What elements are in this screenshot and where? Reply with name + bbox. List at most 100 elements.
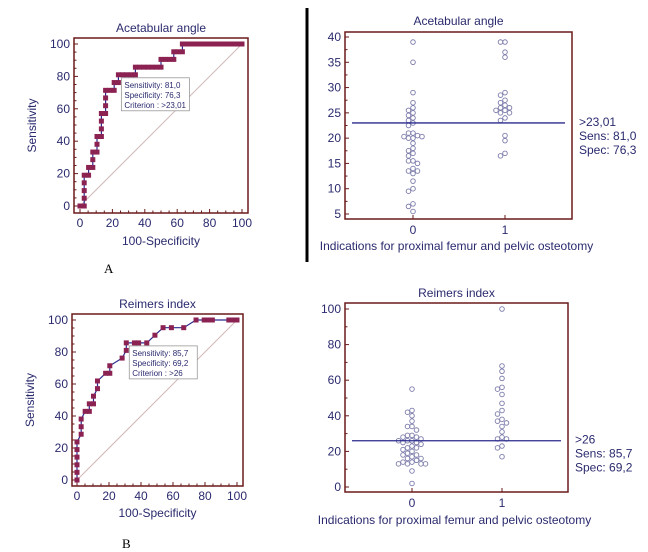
data-point-group-0 (400, 446, 406, 453)
roc-point (86, 172, 92, 178)
roc-point (196, 41, 202, 47)
y-axis-label: Sensitivity (23, 373, 37, 427)
data-point-group-1 (499, 423, 505, 430)
chart-title: Reimers index (418, 286, 495, 300)
y-tick-label: 80 (57, 69, 71, 83)
y-tick-label: 40 (328, 30, 342, 44)
roc-point (154, 64, 160, 70)
roc-point (86, 164, 92, 170)
data-point-group-0 (405, 148, 412, 154)
y-tick-label: 20 (55, 441, 69, 455)
data-point-group-1 (502, 137, 508, 144)
roc-point (128, 72, 134, 78)
roc-point (234, 317, 240, 323)
data-point-group-0 (410, 150, 416, 157)
data-point-group-0 (404, 450, 411, 456)
chart-title: Reimers index (119, 297, 196, 311)
y-tick-label: 40 (57, 134, 71, 148)
data-point-group-0 (404, 445, 411, 451)
data-point-group-0 (405, 203, 412, 210)
roc-point (74, 447, 80, 453)
data-point-group-0 (405, 135, 412, 141)
data-point-group-1 (506, 105, 513, 111)
annotation-box (128, 345, 198, 380)
dot-plot-acetabular: Acetabular angle 5 10 15 20 25 30 35 40 0 1 Indicat… (320, 14, 637, 253)
roc-point (213, 41, 219, 47)
data-point-group-0 (413, 445, 420, 451)
roc-point (74, 439, 80, 445)
roc-point (94, 141, 100, 147)
data-point-group-1 (499, 391, 505, 398)
data-point-group-0 (410, 105, 416, 111)
roc-point (167, 56, 173, 62)
data-point-group-0 (409, 386, 415, 392)
data-point-group-0 (413, 427, 420, 433)
roc-point (115, 72, 121, 78)
data-point-group-0 (410, 89, 416, 96)
data-point-group-0 (401, 133, 407, 140)
y-tick-label: 10 (328, 182, 342, 196)
y-tick-label: 80 (328, 338, 342, 352)
y-tick-label: 100 (321, 302, 341, 316)
y-tick-label: 60 (55, 377, 69, 391)
roc-point (235, 41, 241, 47)
x-tick-label: 1 (502, 223, 509, 237)
data-point-group-1 (493, 107, 499, 114)
data-point-group-1 (502, 89, 508, 96)
y-tick-label: 35 (328, 55, 342, 69)
roc-point (171, 49, 177, 55)
data-point-group-0 (413, 452, 420, 458)
roc-point (136, 340, 142, 346)
roc-point (158, 64, 164, 70)
roc-point (230, 317, 236, 323)
data-point-group-1 (499, 416, 505, 423)
roc-point (171, 56, 177, 62)
data-point-group-0 (410, 135, 416, 141)
data-point-group-0 (400, 459, 406, 465)
data-point-group-1 (499, 306, 505, 312)
roc-point (78, 431, 84, 437)
roc-point (205, 317, 211, 323)
data-point-group-0 (410, 145, 416, 152)
roc-point (107, 87, 113, 93)
roc-point (209, 41, 215, 47)
y-tick-label: 20 (57, 167, 71, 181)
data-point-group-1 (499, 384, 505, 391)
roc-point (239, 41, 245, 47)
y-tick-label: 100 (48, 313, 68, 327)
data-point-group-1 (502, 97, 508, 103)
data-point-group-0 (404, 432, 411, 439)
roc-point (131, 340, 137, 346)
roc-point (90, 164, 96, 170)
roc-point (81, 172, 87, 178)
roc-point (193, 317, 199, 323)
annotation-text: Sensitivity: 85,7 (132, 349, 189, 358)
data-point-group-1 (494, 418, 501, 424)
y-tick-label: 25 (328, 106, 342, 120)
x-axis-label: 100-Specificity (118, 506, 196, 520)
roc-point (201, 41, 207, 47)
data-point-group-0 (405, 122, 412, 129)
roc-point (81, 188, 87, 194)
data-point-group-0 (409, 448, 415, 455)
data-point-group-0 (405, 130, 412, 136)
roc-point (145, 64, 151, 70)
data-point-group-0 (414, 160, 421, 167)
data-point-group-0 (410, 110, 416, 116)
y-tick-label: 5 (334, 207, 341, 221)
roc-point (160, 325, 166, 331)
roc-point (111, 87, 117, 93)
data-point-group-1 (499, 453, 505, 460)
x-tick-label: 20 (102, 489, 116, 503)
y-tick-label: 40 (55, 409, 69, 423)
data-point-group-0 (405, 188, 412, 194)
x-tick-label: 0 (74, 489, 81, 503)
roc-point (103, 370, 109, 376)
plot-frame (344, 31, 573, 220)
data-point-group-0 (405, 168, 412, 174)
y-tick-label: 100 (50, 37, 70, 51)
roc-point (218, 41, 224, 47)
panel-label-b: B (122, 536, 131, 551)
roc-point (115, 80, 121, 86)
